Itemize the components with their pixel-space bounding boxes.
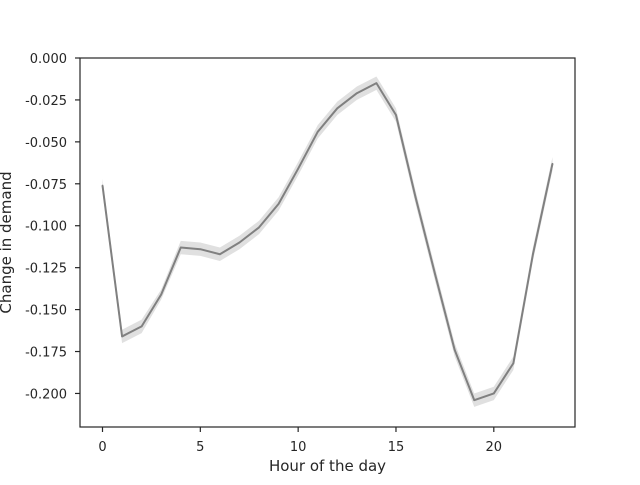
confidence-band (102, 76, 553, 407)
data-point (512, 362, 515, 365)
y-tick-label: -0.025 (25, 94, 67, 109)
x-axis-ticks: 0 5 10 15 20 (98, 427, 502, 455)
x-tick-label: 0 (98, 440, 106, 455)
x-tick-label: 15 (388, 440, 405, 455)
data-point (356, 92, 358, 95)
data-point (473, 399, 476, 401)
series-line (101, 82, 554, 402)
data-point (179, 246, 182, 249)
series-line-layer (101, 82, 554, 402)
x-tick-label: 10 (290, 440, 307, 455)
data-point (199, 248, 202, 251)
y-tick-label: 0.000 (30, 52, 67, 67)
data-point (375, 82, 378, 84)
y-tick-label: -0.125 (25, 262, 67, 277)
data-point (453, 349, 456, 351)
data-point (414, 196, 417, 199)
y-tick-label: -0.175 (25, 346, 67, 361)
data-point (277, 203, 280, 205)
x-tick-label: 20 (486, 440, 503, 455)
plot-frame (79, 57, 576, 428)
y-tick-label: -0.050 (25, 136, 67, 151)
x-axis-label: Hour of the day (269, 457, 386, 475)
data-point (140, 325, 143, 328)
y-tick-label: -0.150 (25, 304, 67, 319)
data-point (258, 226, 260, 229)
confidence-band-layer (102, 76, 553, 407)
data-point (493, 392, 495, 395)
data-point (238, 241, 241, 244)
data-point (101, 184, 104, 187)
data-point (160, 293, 162, 296)
data-point (121, 335, 123, 338)
y-axis-label: Change in demand (0, 171, 15, 313)
data-point (336, 107, 339, 110)
y-tick-label: -0.200 (25, 387, 67, 402)
data-point (551, 162, 554, 165)
y-tick-label: -0.075 (25, 178, 67, 193)
y-tick-label: -0.100 (25, 220, 67, 235)
x-tick-label: 5 (196, 440, 204, 455)
data-point (316, 131, 319, 133)
data-point (532, 253, 534, 256)
y-axis-ticks: 0.000 -0.025 -0.050 -0.075 -0.100 -0.125 -0.15… (25, 52, 80, 402)
data-point (297, 167, 299, 170)
data-point (219, 253, 221, 256)
data-point (395, 114, 397, 116)
data-point (434, 273, 436, 276)
